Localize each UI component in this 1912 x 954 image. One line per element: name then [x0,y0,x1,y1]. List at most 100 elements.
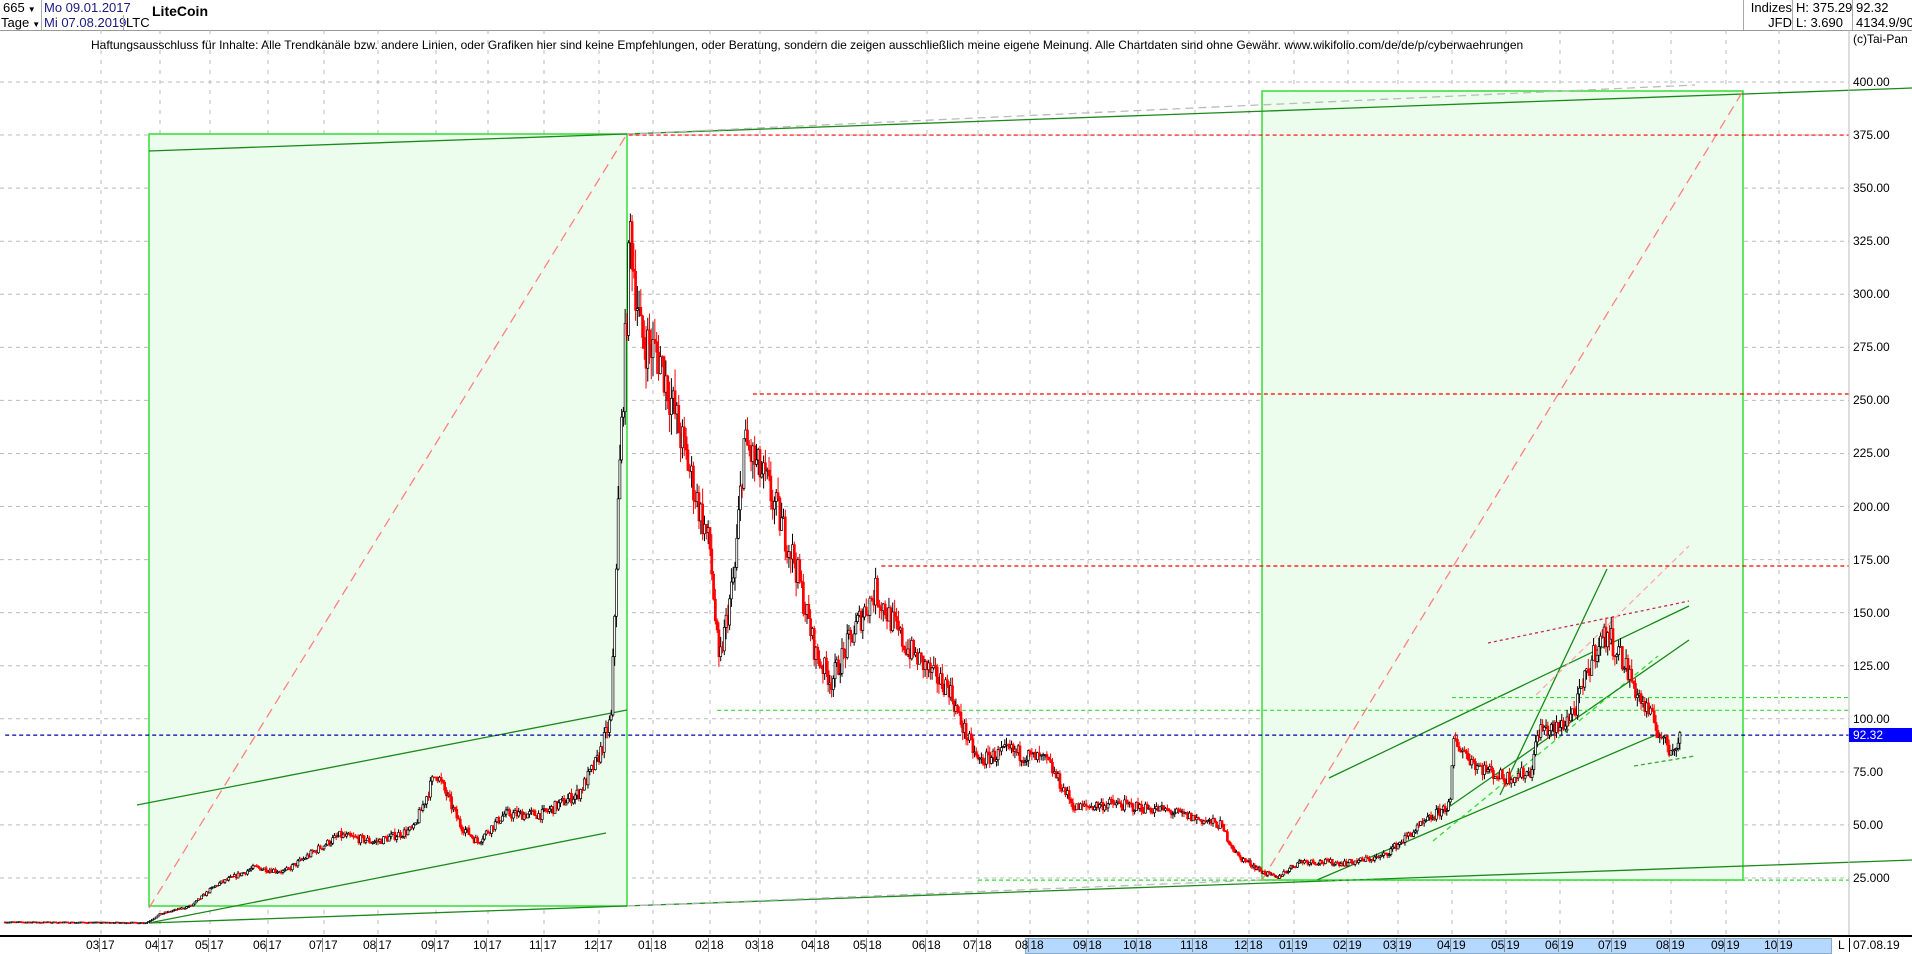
candle-body [1332,863,1336,866]
candle-body [1058,773,1062,789]
x-tick-month: 03 [1383,938,1397,952]
candle-body [1522,767,1525,779]
candle-body [1224,830,1227,833]
bar-count-select[interactable]: 665 ▼ [3,0,36,15]
candle-body [900,627,904,647]
candle-body [526,813,530,819]
candle-body [990,757,993,764]
x-tick-year: 19 [1669,938,1685,952]
candle-body [450,796,453,810]
candle-body [345,833,348,837]
candle-body [710,548,714,575]
candle-body [1308,862,1312,865]
candle-body [807,604,811,620]
x-tick-month: 03 [745,938,759,952]
candle-body [930,667,934,673]
candle-body [651,339,655,359]
x-tick-label: 03 18 [745,938,774,952]
candle-body [1049,759,1052,763]
candle-body [387,836,391,842]
candle-body [670,397,673,415]
candle-body [1317,863,1320,866]
candle-body [840,648,844,674]
candle-body [798,559,802,582]
candle-body [1051,762,1054,774]
candle-body [1263,870,1267,875]
candle-body [559,799,562,804]
channel-line [1499,568,1608,796]
x-tick-year: 17 [434,938,450,952]
candle-body [1108,798,1112,805]
x-tick-month: 04 [1437,938,1451,952]
candle-body [608,719,611,733]
candle-body [767,469,771,477]
candle-body [1565,716,1569,727]
candle-body [443,781,447,791]
candle-body [1213,818,1217,823]
candle-body [460,826,464,832]
candle-body [1465,750,1468,754]
guide-line [626,879,1263,907]
y-tick-label: 325.00 [1853,234,1890,249]
candle-body [776,492,780,499]
candle-body [1470,759,1474,766]
x-tick-year: 17 [99,938,115,952]
price-chart[interactable] [0,30,1912,935]
candle-body [186,906,190,908]
x-tick-year: 17 [376,938,392,952]
x-tick-month: 01 [638,938,652,952]
candle-body [1288,867,1291,872]
candle-body [944,679,948,695]
x-tick-year: 17 [486,938,502,952]
candle-body [249,868,253,871]
candle-body [1548,730,1551,736]
candle-body [912,640,916,656]
x-tick-month: 04 [801,938,815,952]
candle-body [993,750,997,762]
x-tick-month: 10 [1123,938,1137,952]
x-tick-label: 07 18 [963,938,992,952]
candle-body [648,329,651,345]
candle-body [1523,775,1527,779]
candle-body [722,627,726,652]
candle-body [852,633,856,643]
start-date[interactable]: Mo 09.01.2017 [41,0,131,15]
candle-body [1149,808,1153,813]
x-tick-month: 10 [473,938,487,952]
candle-body [161,912,165,915]
x-axis[interactable]: 03 17 04 17 05 17 06 17 07 17 08 17 09 17 10 17 11 17 12 17… [0,935,1912,954]
candle-body [1324,858,1327,864]
candle-body [501,815,504,822]
candle-body [812,628,816,660]
candle-body [247,869,251,872]
candle-body [764,462,767,471]
candle-body [837,659,840,675]
candle-body [1045,754,1049,758]
candle-body [1484,764,1488,773]
candle-body [684,436,688,451]
y-tick-label: 100.00 [1853,711,1890,726]
candle-body [753,445,756,465]
x-tick-month: 03 [86,938,100,952]
candle-body [1412,831,1416,837]
candle-body [1098,804,1102,809]
period-select[interactable]: Tage ▼ [1,15,40,30]
candle-body [1173,812,1177,815]
candle-body [425,796,428,805]
candle-body [1422,820,1426,824]
candle-body [1556,721,1560,732]
scale-mode[interactable]: L [1838,938,1845,952]
candle-body [673,390,677,415]
candle-body [216,884,219,887]
x-tick-year: 18 [758,938,774,952]
end-date[interactable]: Mi 07.08.2019 [41,15,126,30]
candle-body [1227,840,1231,845]
candle-body [940,673,944,689]
x-tick-month: 08 [363,938,377,952]
candle-body [1501,769,1504,780]
candle-body [897,620,900,631]
candle-body [1006,743,1010,747]
candle-body [469,834,473,837]
x-tick-label: 10 17 [473,938,502,952]
candle-body [876,578,879,606]
